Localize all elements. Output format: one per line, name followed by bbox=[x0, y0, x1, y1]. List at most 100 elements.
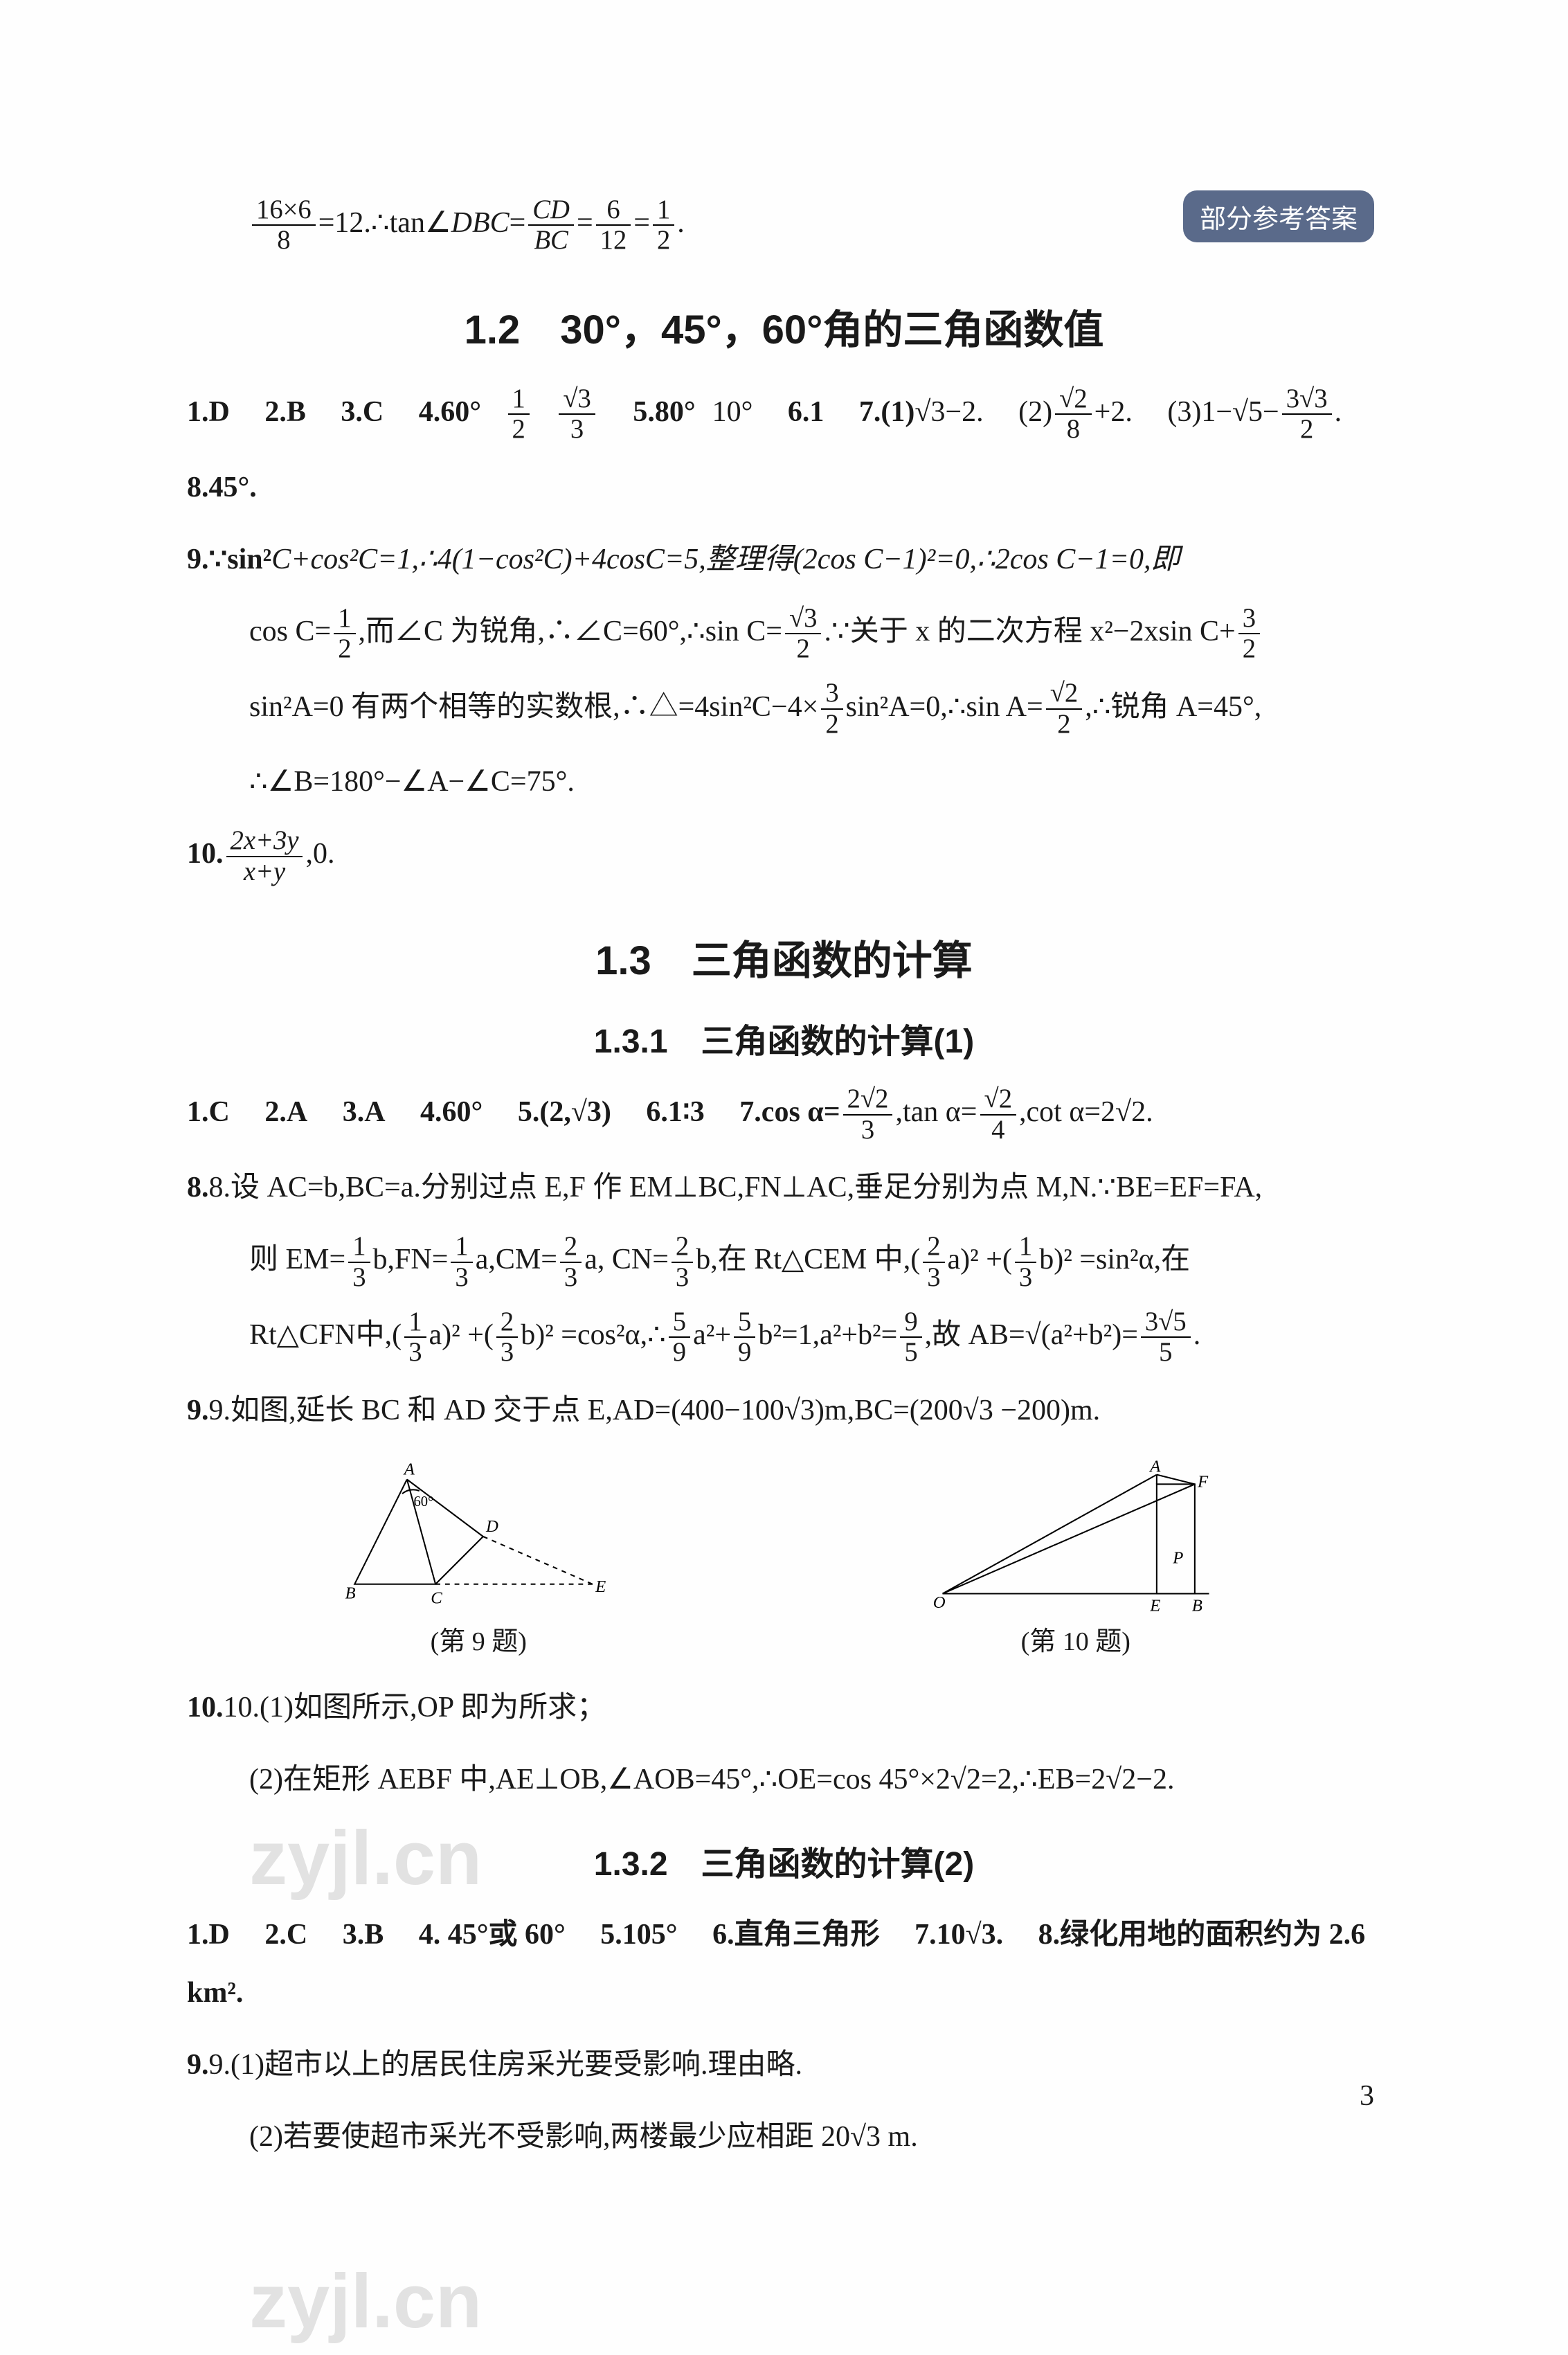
frac-num: 2√2 bbox=[843, 1084, 893, 1116]
answers-132-line1: 1.D 2.C 3.B 4. 45°或 60° 5.105° 6.直角三角形 7… bbox=[187, 1906, 1381, 2022]
answers-1-2-line1: 1.D 2.B 3.C 4.60° 12 √33 5.80°10° 6.1 7.… bbox=[187, 383, 1381, 445]
text: . bbox=[677, 207, 685, 239]
q5: 5.80° bbox=[633, 396, 695, 428]
frac-num: 1 bbox=[508, 384, 530, 415]
q4: 4.60° bbox=[419, 396, 481, 428]
frac-num: 16×6 bbox=[252, 195, 316, 226]
lbl-F: F bbox=[1197, 1472, 1209, 1491]
q9-l1: 9.9.(1)超市以上的居民住房采光要受影响.理由略. bbox=[187, 2036, 1381, 2094]
d: 3 bbox=[348, 1263, 370, 1293]
d: 9 bbox=[734, 1338, 755, 1368]
q9-line2: cos C=12,而∠C 为锐角,∴∠C=60°,∴sin C=√32.∵关于 … bbox=[187, 602, 1381, 664]
t: sin²A=0,∴sin A= bbox=[846, 691, 1043, 723]
t: 9.如图,延长 BC 和 AD 交于点 E,AD=(400−100√3)m,BC… bbox=[209, 1395, 1101, 1426]
lbl-C: C bbox=[431, 1588, 443, 1607]
q4: 4. 45°或 60° bbox=[419, 1919, 566, 1951]
lbl-B: B bbox=[1192, 1596, 1202, 1613]
t: b,FN= bbox=[373, 1244, 449, 1275]
text: = bbox=[633, 207, 650, 239]
q3: 3.A bbox=[343, 1096, 386, 1128]
frac-num: 2x+3y bbox=[226, 826, 303, 857]
text: =12.∴tan∠ bbox=[318, 207, 451, 239]
q4: 4.60° bbox=[420, 1096, 483, 1128]
q8: 8.45°. bbox=[187, 458, 1381, 517]
d: 5 bbox=[900, 1338, 921, 1368]
lbl-P: P bbox=[1172, 1548, 1183, 1567]
q1: 1.D bbox=[187, 1919, 230, 1951]
t: 9.(1)超市以上的居民住房采光要受影响.理由略. bbox=[209, 2049, 802, 2081]
lbl-D: D bbox=[485, 1517, 498, 1536]
section-title-1-3: 1.3 三角函数的计算 bbox=[187, 928, 1381, 986]
q7: 7.10√3. bbox=[914, 1919, 1003, 1951]
t: a)² +( bbox=[429, 1319, 494, 1351]
t: b)² =cos²α,∴ bbox=[521, 1319, 666, 1351]
text: = bbox=[577, 207, 593, 239]
frac-den: 2 bbox=[334, 634, 355, 664]
q2: 2.B bbox=[264, 396, 306, 428]
lbl-E: E bbox=[1149, 1596, 1160, 1613]
frac-num: 6 bbox=[596, 195, 631, 226]
q7: 7.cos α= bbox=[739, 1096, 840, 1128]
watermark-1: zyjl.cn bbox=[249, 1814, 482, 1902]
frac-den: 2 bbox=[1238, 634, 1260, 664]
page-number: 3 bbox=[1360, 2079, 1374, 2113]
q5b: 10° bbox=[712, 396, 753, 428]
frac-num: 1 bbox=[653, 195, 674, 226]
d: 3 bbox=[451, 1263, 472, 1293]
figure-10: O A F E B P (第 10 题) bbox=[917, 1460, 1235, 1658]
n: 2 bbox=[496, 1307, 518, 1338]
lbl-E: E bbox=[595, 1577, 606, 1596]
frac-den: 2 bbox=[785, 634, 822, 664]
frac-den: 2 bbox=[653, 226, 674, 256]
frac-den: 12 bbox=[596, 226, 631, 256]
d: 9 bbox=[669, 1338, 690, 1368]
q5: 5.(2,√3) bbox=[518, 1096, 611, 1128]
q10-post: ,0. bbox=[305, 838, 334, 870]
q8-text: 8.45°. bbox=[187, 472, 257, 503]
t: b)² =sin²α,在 bbox=[1039, 1244, 1190, 1275]
q8-l2: 则 EM=13b,FN=13a,CM=23a, CN=23b,在 Rt△CEM … bbox=[187, 1230, 1381, 1292]
t: a)² +( bbox=[948, 1244, 1012, 1275]
figure-9-caption: (第 9 题) bbox=[333, 1620, 624, 1658]
t: 8.设 AC=b,BC=a.分别过点 E,F 作 EM⊥BC,FN⊥AC,垂足分… bbox=[209, 1172, 1263, 1203]
q10: 10.2x+3yx+y,0. bbox=[187, 825, 1381, 886]
t: 10. bbox=[187, 1692, 224, 1723]
section-badge: 部分参考答案 bbox=[1183, 190, 1374, 242]
q9-line1: 9.∵sin²C+cos²C=1,∴4(1−cos²C)+4cosC=5,整理得… bbox=[187, 530, 1381, 589]
frac-den: 4 bbox=[980, 1116, 1017, 1145]
t: ,cot α=2√2. bbox=[1019, 1096, 1153, 1128]
n: 2 bbox=[560, 1232, 582, 1263]
t: 则 EM= bbox=[249, 1244, 345, 1275]
n: 9 bbox=[900, 1307, 921, 1338]
frac-num: √2 bbox=[980, 1084, 1017, 1116]
q10-l1: 10.10.(1)如图所示,OP 即为所求； bbox=[187, 1678, 1381, 1737]
frac-den: 3 bbox=[559, 415, 595, 445]
t: .∵关于 x 的二次方程 x²−2xsin C+ bbox=[824, 616, 1235, 647]
q10-pre: 10. bbox=[187, 838, 224, 870]
n: 3√5 bbox=[1141, 1307, 1191, 1338]
q10-l2: (2)在矩形 AEBF 中,AE⊥OB,∠AOB=45°,∴OE=cos 45°… bbox=[187, 1750, 1381, 1809]
figure-9-svg: A B C D E 60° bbox=[333, 1460, 624, 1613]
d: 5 bbox=[1141, 1338, 1191, 1368]
t: ,故 AB=√(a²+b²)= bbox=[925, 1319, 1138, 1351]
q6: 6.直角三角形 bbox=[712, 1919, 880, 1951]
section-title-1-2: 1.2 30°，45°，60°角的三角函数值 bbox=[187, 297, 1381, 355]
lbl-O: O bbox=[933, 1593, 946, 1612]
n: 1 bbox=[451, 1232, 472, 1263]
q6: 6.1∶3 bbox=[646, 1096, 704, 1128]
frac-num: CD bbox=[528, 195, 574, 226]
n: 5 bbox=[734, 1307, 755, 1338]
q9: 9.9.如图,延长 BC 和 AD 交于点 E,AD=(400−100√3)m,… bbox=[187, 1381, 1381, 1440]
q7-2post: +2. bbox=[1094, 396, 1133, 428]
frac-den: 2 bbox=[508, 415, 530, 445]
n: 1 bbox=[404, 1307, 426, 1338]
t: a²+ bbox=[693, 1319, 731, 1351]
frac-num: √2 bbox=[1055, 384, 1092, 415]
q7: 7.(1) bbox=[859, 396, 914, 428]
q3: 3.B bbox=[343, 1919, 384, 1951]
frac-num: √3 bbox=[559, 384, 595, 415]
frac-num: 3 bbox=[821, 679, 842, 710]
d: 3 bbox=[404, 1338, 426, 1368]
t: ,tan α= bbox=[895, 1096, 977, 1128]
q1: 1.D bbox=[187, 396, 230, 428]
